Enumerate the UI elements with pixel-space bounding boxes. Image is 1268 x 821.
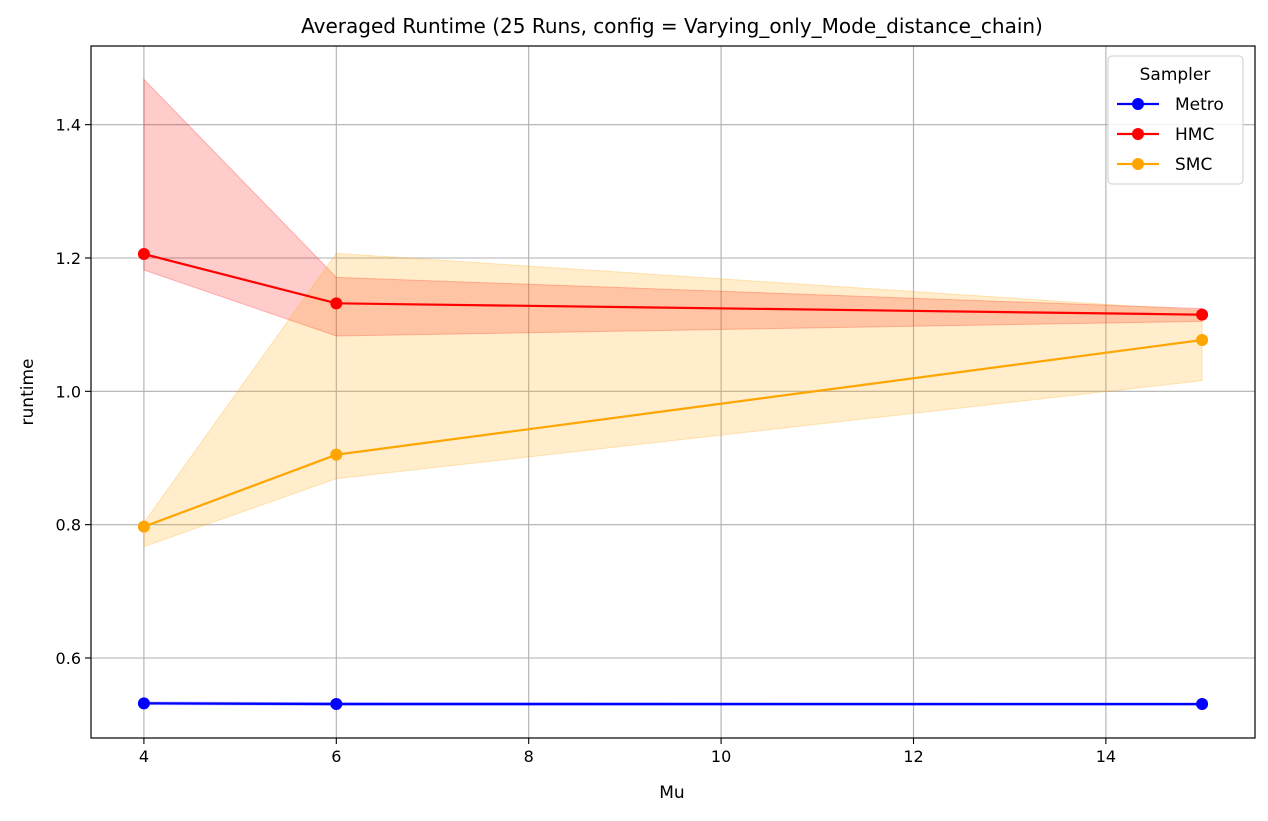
y-tick-label: 1.0 xyxy=(56,382,81,401)
hmc-point xyxy=(1196,308,1209,321)
metro-point xyxy=(330,698,343,710)
smc-point xyxy=(330,448,343,461)
y-axis-label: runtime xyxy=(18,359,38,426)
y-tick-label: 0.6 xyxy=(56,649,81,668)
legend-title: Sampler xyxy=(1140,65,1211,85)
metro-point xyxy=(1196,698,1209,710)
smc-confidence-band xyxy=(143,252,1203,548)
legend-marker-hmc xyxy=(1132,128,1144,140)
hmc-confidence-band xyxy=(143,78,1203,337)
x-tick-label: 4 xyxy=(139,747,149,766)
y-tick-label: 0.8 xyxy=(56,516,81,535)
x-axis-label: Mu xyxy=(659,783,684,803)
x-axis-ticks: 4 6 8 10 12 14 xyxy=(139,738,1116,766)
grid-lines xyxy=(91,46,1255,738)
axes-frame xyxy=(90,45,1256,739)
x-tick-label: 14 xyxy=(1096,747,1116,766)
series-points xyxy=(137,248,1209,710)
legend-marker-metro xyxy=(1132,98,1144,110)
legend: Sampler Metro HMC SMC xyxy=(1107,55,1244,185)
legend-label-smc: SMC xyxy=(1175,155,1212,175)
smc-point xyxy=(1196,334,1209,346)
legend-label-metro: Metro xyxy=(1175,95,1224,115)
smc-point xyxy=(137,520,150,533)
x-tick-label: 8 xyxy=(524,747,534,766)
legend-label-hmc: HMC xyxy=(1175,125,1214,145)
legend-items: Metro HMC SMC xyxy=(1117,95,1224,175)
y-axis-ticks: 0.6 0.8 1.0 1.2 1.4 xyxy=(56,116,91,668)
hmc-point xyxy=(330,297,343,310)
legend-marker-smc xyxy=(1132,158,1144,170)
x-tick-label: 12 xyxy=(903,747,923,766)
hmc-point xyxy=(137,248,150,260)
chart-title: Averaged Runtime (25 Runs, config = Vary… xyxy=(301,14,1043,38)
metro-point xyxy=(137,697,150,710)
y-tick-label: 1.4 xyxy=(56,116,81,135)
x-tick-label: 6 xyxy=(331,747,341,766)
legend-box xyxy=(1107,55,1244,185)
metro-line xyxy=(143,702,1203,706)
y-tick-label: 1.2 xyxy=(56,249,81,268)
x-tick-label: 10 xyxy=(711,747,731,766)
